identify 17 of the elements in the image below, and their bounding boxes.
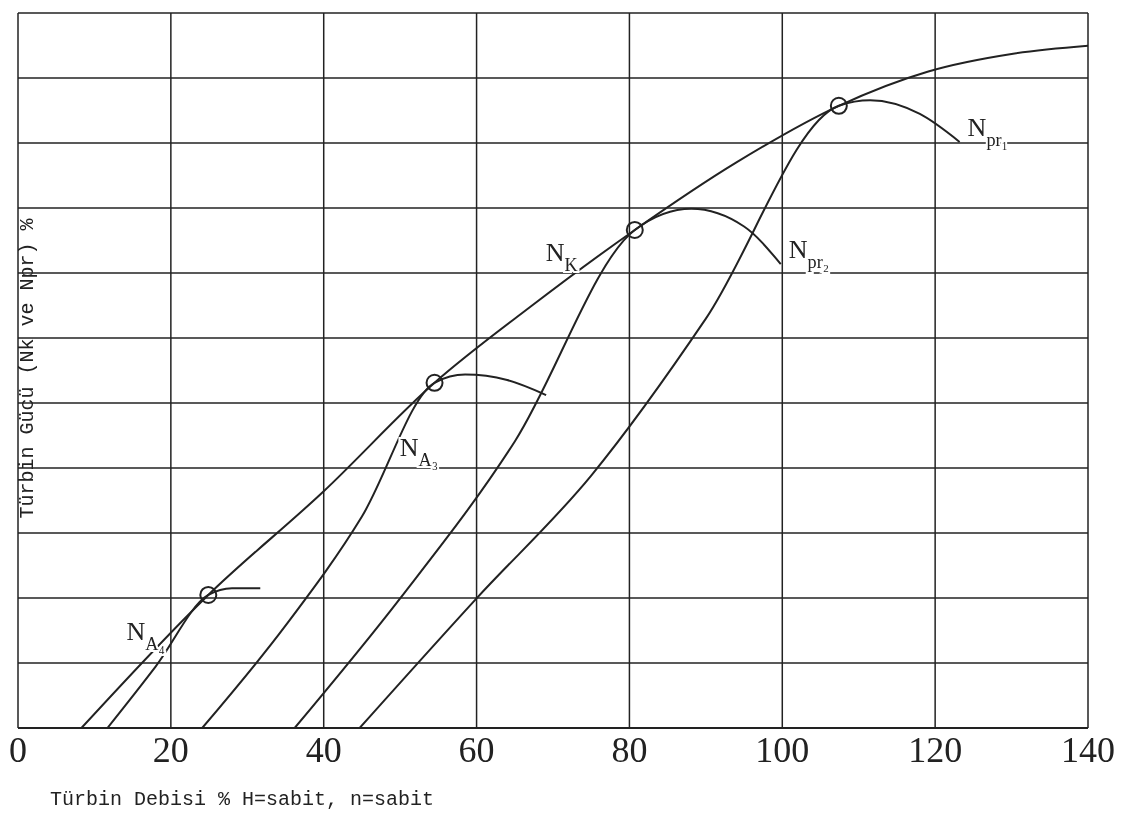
y-axis-title: Türbin Gücü (Nk ve Npr) %	[15, 217, 39, 519]
x-axis-title: Türbin Debisi % H=sabit, n=sabit	[50, 788, 435, 811]
x-tick-label: 100	[755, 729, 810, 770]
x-tick-label: 120	[908, 729, 963, 770]
annotation: N$_{A₃}$	[399, 432, 438, 470]
x-tick-label: 60	[458, 729, 495, 770]
x-tick-label: 0	[9, 729, 27, 770]
point	[199, 585, 218, 604]
x-tick-label: 80	[611, 729, 648, 770]
point	[625, 220, 644, 239]
point	[425, 373, 444, 392]
annotation: N$_{K}$	[545, 238, 578, 276]
x-tick-label: 20	[152, 729, 189, 770]
x-tick-label: 140	[1061, 729, 1115, 770]
x-tick-label: 40	[305, 729, 342, 770]
annotation: N$_{pr₂}$	[788, 235, 830, 273]
point	[829, 96, 848, 115]
